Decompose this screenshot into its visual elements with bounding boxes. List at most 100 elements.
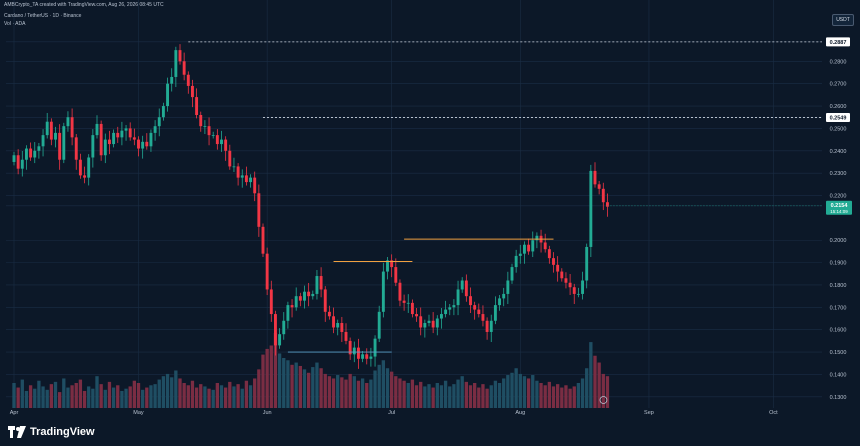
candle-body[interactable] [20, 159, 24, 169]
candle-body[interactable] [585, 246, 589, 281]
candlestick-chart[interactable]: 0.2887 0.2800 0.2700 0.2600 0.2549 0.2500 0.24… [0, 0, 860, 418]
candle-body[interactable] [128, 128, 132, 138]
price-tick-label[interactable]: 0.2500 [830, 126, 847, 132]
price-tick-label[interactable]: 0.2887 [830, 40, 847, 46]
symbol-title[interactable]: Cardano / TetherUS · 1D · Binance [4, 13, 82, 19]
candle-body[interactable] [257, 193, 261, 227]
candle-body[interactable] [311, 293, 315, 297]
candle-body[interactable] [444, 309, 448, 315]
candle-body[interactable] [547, 249, 551, 259]
candle-body[interactable] [531, 240, 535, 252]
candle-body[interactable] [576, 293, 580, 295]
candle-body[interactable] [452, 305, 456, 308]
candle-body[interactable] [99, 123, 103, 156]
price-tick-label[interactable]: 0.1300 [830, 395, 847, 401]
time-tick-label[interactable]: Jul [388, 410, 395, 416]
candle-body[interactable] [469, 296, 472, 306]
price-tick-label[interactable]: 0.1500 [830, 350, 847, 356]
candle-body[interactable] [522, 244, 526, 254]
candle-body[interactable] [66, 117, 70, 127]
price-candles[interactable] [12, 44, 609, 369]
candle-body[interactable] [91, 135, 95, 158]
candle-body[interactable] [435, 318, 439, 328]
price-tick-label[interactable]: 0.2400 [830, 149, 847, 155]
candle-body[interactable] [373, 338, 377, 357]
candle-body[interactable] [323, 289, 327, 312]
candle-body[interactable] [107, 139, 111, 145]
price-tick-label[interactable]: 0.1800 [830, 283, 847, 289]
candle-body[interactable] [186, 74, 190, 86]
candle-body[interactable] [365, 354, 369, 359]
price-tick-label[interactable]: 0.2200 [830, 194, 847, 200]
candle-body[interactable] [394, 267, 398, 283]
candle-body[interactable] [448, 307, 452, 310]
tradingview-logo[interactable]: TradingView [8, 426, 95, 438]
candle-body[interactable] [485, 320, 489, 332]
candle-body[interactable] [120, 130, 124, 138]
candle-body[interactable] [294, 296, 298, 308]
time-tick-label[interactable]: Oct [769, 410, 778, 416]
candle-body[interactable] [240, 175, 244, 178]
price-tick-label[interactable]: 0.1400 [830, 372, 847, 378]
candle-body[interactable] [402, 300, 406, 303]
price-tick-label[interactable]: 0.1600 [830, 328, 847, 334]
candle-body[interactable] [232, 166, 236, 168]
candle-body[interactable] [564, 278, 568, 283]
candle-body[interactable] [137, 139, 140, 149]
candle-body[interactable] [315, 276, 319, 294]
candle-body[interactable] [439, 314, 443, 319]
candle-body[interactable] [87, 157, 91, 178]
price-tick-label[interactable]: 0.1700 [830, 305, 847, 311]
candle-body[interactable] [207, 126, 211, 136]
candle-body[interactable] [344, 331, 348, 341]
candle-body[interactable] [423, 323, 427, 328]
candle-body[interactable] [149, 132, 153, 147]
candle-body[interactable] [70, 117, 74, 138]
candle-body[interactable] [319, 276, 323, 290]
candle-body[interactable] [195, 97, 199, 115]
candle-body[interactable] [473, 305, 477, 310]
candle-body[interactable] [464, 280, 468, 297]
candle-body[interactable] [215, 135, 219, 145]
candle-body[interactable] [352, 347, 356, 355]
candle-body[interactable] [535, 235, 539, 241]
price-tick-label[interactable]: 0.2600 [830, 104, 847, 110]
candle-body[interactable] [112, 132, 116, 145]
candle-body[interactable] [54, 132, 57, 140]
candle-body[interactable] [581, 280, 585, 294]
candle-body[interactable] [601, 188, 605, 203]
time-tick-label[interactable]: Apr [10, 410, 19, 416]
candle-body[interactable] [224, 139, 228, 151]
time-tick-label[interactable]: May [133, 410, 144, 416]
candle-body[interactable] [83, 175, 87, 178]
last-price-label[interactable]: 0.2154 [831, 203, 849, 209]
candle-body[interactable] [543, 242, 547, 250]
candle-body[interactable] [49, 121, 53, 140]
candle-body[interactable] [33, 150, 37, 158]
candle-body[interactable] [203, 126, 207, 127]
candle-body[interactable] [369, 356, 373, 359]
candle-body[interactable] [502, 293, 506, 299]
candle-body[interactable] [282, 320, 286, 335]
candle-body[interactable] [406, 302, 410, 304]
candle-body[interactable] [153, 126, 157, 133]
candle-body[interactable] [12, 155, 16, 162]
candle-body[interactable] [356, 347, 360, 359]
price-axis[interactable]: 0.2887 0.2800 0.2700 0.2600 0.2549 0.2500 0.24… [826, 37, 852, 401]
candle-body[interactable] [265, 253, 269, 290]
candle-body[interactable] [386, 260, 389, 272]
candle-body[interactable] [605, 202, 609, 207]
candle-body[interactable] [456, 289, 460, 306]
candle-body[interactable] [589, 170, 593, 247]
candle-body[interactable] [427, 320, 431, 324]
go-to-date-icon[interactable] [599, 396, 608, 404]
candle-body[interactable] [597, 184, 601, 189]
candle-body[interactable] [510, 267, 514, 281]
candle-body[interactable] [552, 258, 555, 265]
candle-body[interactable] [390, 260, 394, 268]
candle-body[interactable] [556, 264, 560, 272]
candle-body[interactable] [41, 135, 45, 147]
price-tick-label[interactable]: 0.1900 [830, 261, 847, 267]
candle-body[interactable] [327, 311, 331, 317]
candle-body[interactable] [236, 166, 240, 178]
